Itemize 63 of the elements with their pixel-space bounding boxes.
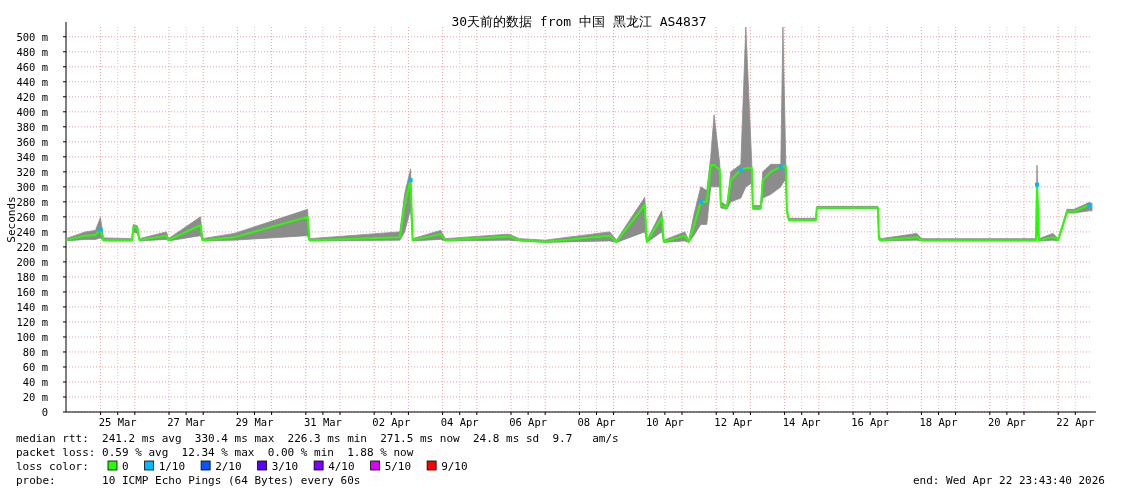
y-tick-label: 220 m	[16, 240, 48, 253]
x-tick-label: 14 Apr	[782, 416, 821, 428]
x-tick-label: 04 Apr	[440, 416, 479, 428]
y-tick-label: 440 m	[16, 75, 48, 88]
y-tick-label: 200 m	[16, 255, 48, 268]
y-tick-label: 100 m	[16, 330, 48, 343]
y-tick-label: 240 m	[16, 225, 48, 238]
y-tick-label: 320 m	[16, 165, 48, 178]
x-tick-label: 25 Mar	[98, 416, 137, 428]
x-tick-label: 10 Apr	[645, 416, 684, 428]
legend-label: 0	[122, 460, 129, 473]
y-tick-label: 480 m	[16, 45, 48, 58]
y-tick-label: 500 m	[16, 30, 48, 43]
point	[1087, 202, 1092, 207]
legend-label: 9/10	[441, 460, 468, 473]
y-tick-label: 60 m	[22, 360, 48, 373]
point	[698, 199, 703, 204]
x-tick-label: 22 Apr	[1056, 416, 1095, 428]
point	[1034, 182, 1039, 187]
y-tick-label: 260 m	[16, 210, 48, 223]
x-tick-label: 08 Apr	[577, 416, 616, 428]
x-tick-label: 06 Apr	[509, 416, 548, 428]
x-tick-label: 20 Apr	[987, 416, 1026, 428]
text: probe: 10 ICMP Echo Pings (64 Bytes) every 60s	[16, 474, 361, 487]
point	[408, 178, 413, 183]
y-tick-label: 360 m	[16, 135, 48, 148]
x-tick-label: 29 Mar	[235, 416, 274, 428]
point	[738, 167, 743, 172]
legend-label: 4/10	[328, 460, 355, 473]
point	[98, 227, 103, 232]
chart-title: 30天前的数据 from 中国 黑龙江 AS4837	[451, 14, 707, 29]
y-axis-title: Seconds	[5, 196, 18, 243]
x-tick-label: 31 Mar	[303, 416, 342, 428]
text: packet loss: 0.59 % avg 12.34 % max 0.00 % min 1.88 % now	[16, 446, 414, 459]
y-tick-label: 20 m	[22, 390, 48, 403]
y-tick-label: 380 m	[16, 120, 48, 133]
y-tick-label: 0	[41, 406, 48, 418]
x-tick-label: 27 Mar	[167, 416, 206, 428]
text: end: Wed Apr 22 23:43:40 2026	[912, 474, 1105, 487]
y-tick-label: 400 m	[16, 105, 48, 118]
y-tick-label: 420 m	[16, 90, 48, 103]
point	[778, 164, 783, 169]
legend-label: 2/10	[215, 460, 242, 473]
y-tick-label: 340 m	[16, 150, 48, 163]
y-tick-label: 460 m	[16, 60, 48, 73]
legend-title: loss color:	[16, 460, 89, 473]
line-series	[65, 164, 1093, 243]
y-tick-label: 40 m	[22, 375, 48, 388]
x-tick-label: 02 Apr	[372, 416, 411, 428]
y-tick-label: 80 m	[22, 345, 48, 358]
x-tick-label: 18 Apr	[919, 416, 958, 428]
legend-label: 3/10	[271, 460, 299, 473]
y-tick-label: 120 m	[16, 315, 48, 328]
text: median rtt: 241.2 ms avg 330.4 ms max 226.3 ms min 271.5 ms now 24.8 ms sd 9.7 am/s	[16, 432, 619, 445]
y-tick-label: 160 m	[16, 285, 48, 298]
legend-label: 5/10	[384, 460, 412, 473]
x-tick-label: 16 Apr	[851, 416, 890, 428]
x-tick-label: 12 Apr	[714, 416, 753, 428]
y-tick-label: 180 m	[16, 270, 48, 283]
legend-label: 1/10	[158, 460, 186, 473]
y-tick-label: 140 m	[16, 300, 48, 313]
y-tick-label: 300 m	[16, 180, 48, 193]
y-tick-label: 280 m	[16, 195, 48, 208]
